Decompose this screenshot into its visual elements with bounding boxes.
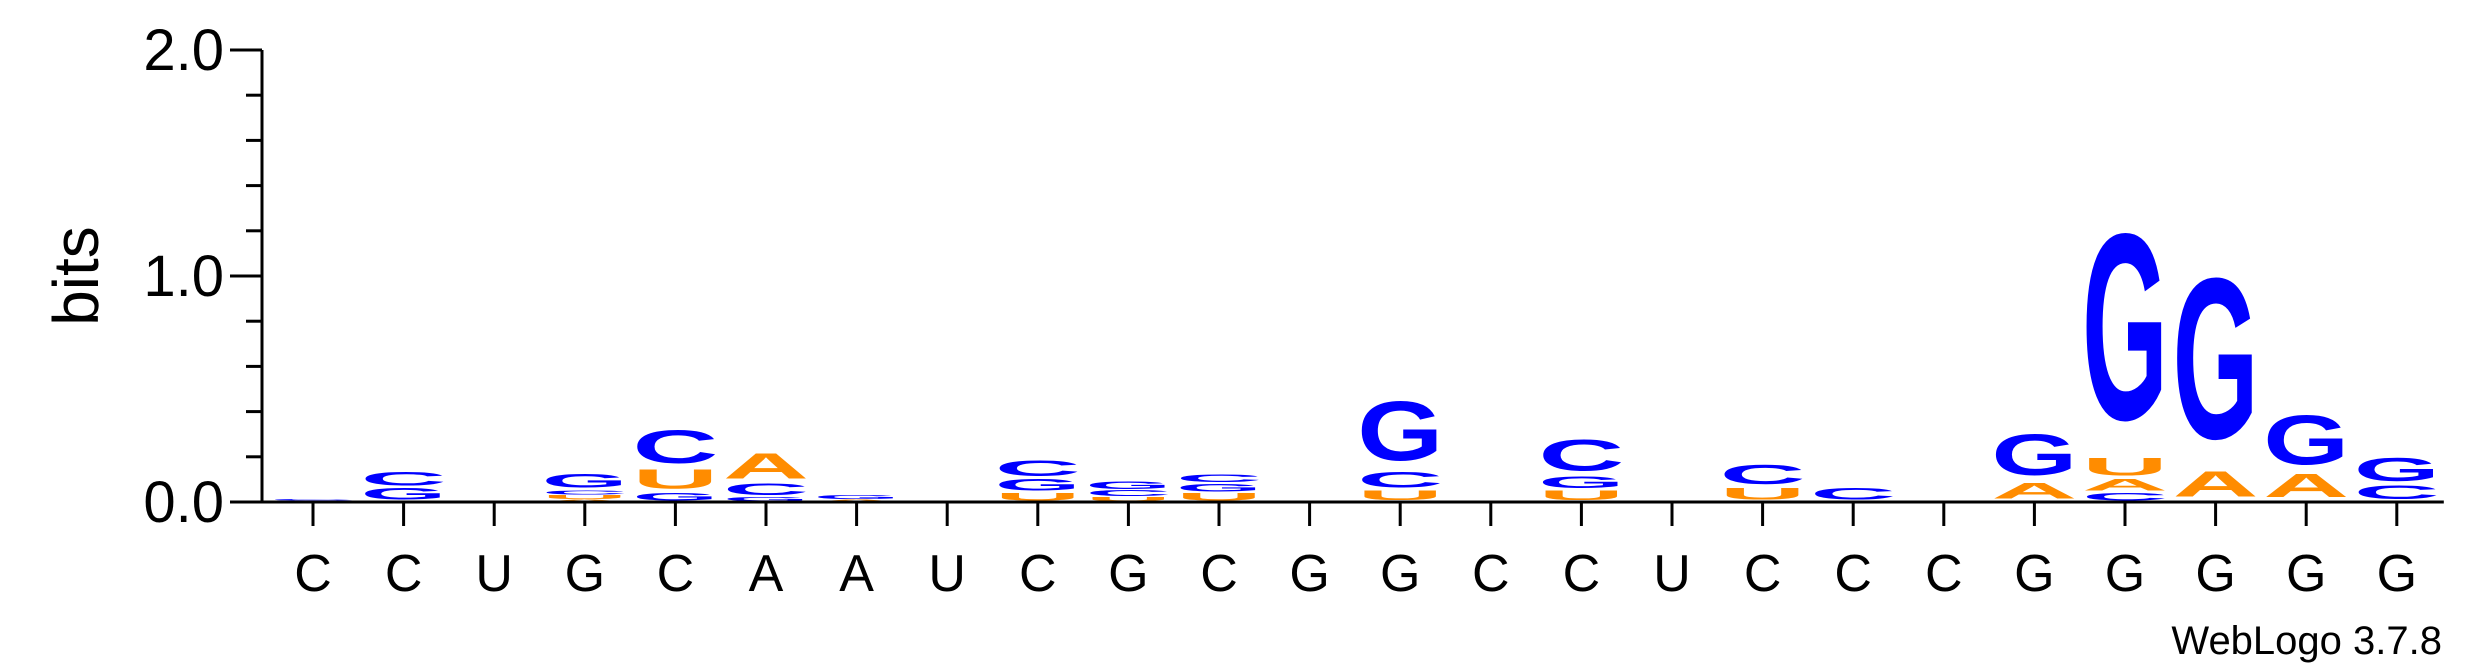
x-tick-label: G [2286,545,2326,603]
logo-letter-g: G [2354,451,2440,488]
position-stack: AG [2263,401,2349,505]
logo-letter-u: U [542,494,628,500]
logo-letter-g: G [632,490,718,503]
x-tick-label: C [1563,545,1601,603]
position-stack: GUC [632,421,718,503]
logo-letter-c: C [361,468,447,490]
y-axis-label: bits [40,226,112,326]
logo-letter-a: A [723,445,809,486]
logo-letter-u: U [632,464,718,495]
logo-letter-c: C [2354,482,2440,504]
x-tick-label: C [1019,545,1057,603]
logo-letter-c: C [1720,459,1806,490]
position-stack: UC [1720,459,1806,503]
position-stack: GC [361,468,447,503]
position-stack: UGC [1176,472,1262,503]
x-tick-label: C [385,545,423,603]
logo-letter-g: G [1991,422,2077,488]
logo-letter-g: G [542,470,628,492]
x-tick-label: G [1108,545,1148,603]
logo-letter-c: C [1085,489,1171,498]
position-stack: UCG [1085,479,1171,502]
x-tick-label: G [2105,545,2145,603]
logo-letter-a: A [1991,478,2077,503]
x-tick-label: C [1472,545,1510,603]
logo-letter-g: G [995,475,1081,494]
x-tick-label: U [1653,545,1691,603]
logo-letter-c: C [542,489,628,495]
x-tick-label: A [839,545,874,603]
y-tick-label: 1.0 [143,244,224,309]
logo-letter-g: G [1176,481,1262,494]
position-stack: AG [1991,422,2077,504]
y-tick-label: 2.0 [143,18,224,83]
x-tick-label: C [1925,545,1963,603]
x-tick-label: U [928,545,966,603]
x-tick-label: C [1834,545,1872,603]
logo-letter-c: C [1538,430,1624,480]
x-tick-label: G [1289,545,1329,603]
logo-letter-g: G [2173,231,2259,487]
logo-letter-c: C [723,480,809,499]
y-tick-label: 0.0 [143,470,224,535]
logo-letter-g: G [723,496,809,502]
position-stack: UCG [1357,384,1443,503]
logo-letter-g: G [814,494,900,500]
position-stack: GCA [723,445,809,502]
x-tick-label: G [2195,545,2235,603]
position-stack: UGC [1538,430,1624,502]
x-tick-label: G [1380,545,1420,603]
logo-letter-u: U [2082,453,2168,481]
logo-letter-u: U [1538,487,1624,503]
x-tick-label: C [657,545,695,603]
position-stack: C [1810,484,1896,503]
x-tick-label: C [294,545,332,603]
logo-letter-u: U [1720,484,1806,503]
x-tick-label: A [749,545,784,603]
logo-letter-u: U [1085,496,1171,502]
logo-letter-u: U [1176,490,1262,503]
x-tick-label: G [2014,545,2054,603]
position-stack: UGC [995,456,1081,503]
x-tick-label: U [475,545,513,603]
logo-letter-c: C [632,421,718,474]
logo-letter-g: G [1085,479,1171,492]
x-tick-label: C [1744,545,1782,603]
logo-letter-a: A [2082,475,2168,494]
logo-letter-c: C [995,456,1081,481]
position-stack: AG [2173,231,2259,504]
x-tick-label: G [2377,545,2417,603]
logo-letter-u: U [995,490,1081,503]
logo-letter-a: A [2263,467,2349,505]
logo-letter-c: C [270,499,356,501]
x-tick-label: C [1200,545,1238,603]
logo-letter-u: U [1357,487,1443,503]
logo-letter-a: A [2173,463,2259,504]
logo-letter-g: G [1357,384,1443,478]
logo-letter-c: C [1810,484,1896,503]
x-tick-label: G [565,545,605,603]
logo-letter-g: G [2263,401,2349,480]
logo-letter-c: C [1176,472,1262,485]
weblogo-credit: WebLogo 3.7.8 [2171,619,2442,663]
logo-letter-g: G [2082,179,2168,477]
logo-letter-c: C [1357,467,1443,492]
logo-letter-g: G [361,484,447,503]
y-axis: 0.0 1.0 2.0 [143,18,264,535]
logo-letter-c: C [2082,490,2168,503]
logo-letter-g: G [1538,473,1624,492]
position-stack: CG [2354,451,2440,503]
